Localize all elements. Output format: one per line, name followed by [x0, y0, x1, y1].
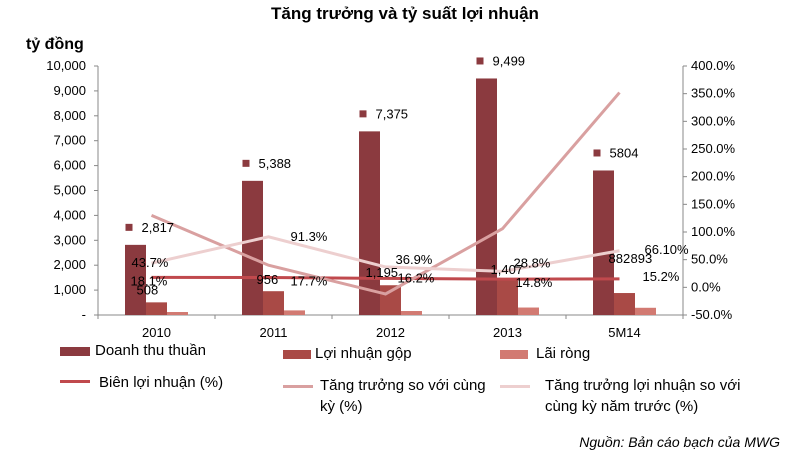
right-tick-label: 250.0% [691, 141, 736, 156]
revenue-marker [242, 159, 250, 167]
profit-growth-data-label: 66.10% [645, 242, 690, 257]
right-tick-label: 200.0% [691, 169, 736, 184]
bar-revenue [359, 131, 380, 315]
revenue-data-label: 5,388 [259, 156, 292, 171]
revenue-marker [359, 110, 367, 118]
right-tick-label: 50.0% [691, 252, 728, 267]
bar-net-profit [635, 307, 656, 315]
right-tick-label: -50.0% [691, 307, 733, 322]
bar-net-profit [401, 311, 422, 315]
profit-growth-data-label: 91.3% [291, 229, 328, 244]
legend-line-growth [283, 385, 313, 388]
legend-line-profit-growth [500, 385, 530, 388]
source-note: Nguồn: Bản cáo bạch của MWG [579, 434, 780, 450]
left-tick-label: 8,000 [53, 108, 86, 123]
legend-label-gross-profit: Lợi nhuận gộp [315, 345, 412, 362]
left-tick-label: 9,000 [53, 83, 86, 98]
bar-revenue [242, 180, 263, 315]
gross-profit-data-label: 1,407 [491, 262, 524, 277]
bar-net-profit [518, 307, 539, 315]
bar-net-profit [284, 310, 305, 315]
gross-profit-extra-label: 893 [631, 251, 653, 266]
line-margin [151, 275, 620, 281]
gross-profit-data-label: 882 [609, 251, 631, 266]
left-tick-label: 2,000 [53, 257, 86, 272]
bar-gross-profit [497, 279, 518, 315]
x-tick-label: 5M14 [608, 325, 641, 340]
left-tick-label: 5,000 [53, 183, 86, 198]
left-tick-label: 4,000 [53, 207, 86, 222]
legend-label-revenue: Doanh thu thuần [95, 342, 206, 359]
margin-data-label: 18.1% [131, 273, 168, 288]
left-tick-label: 3,000 [53, 232, 86, 247]
legend-label-margin: Biên lợi nhuận (%) [99, 374, 224, 391]
gross-profit-data-label: 956 [257, 272, 279, 287]
bar-revenue [125, 244, 146, 315]
right-tick-label: 100.0% [691, 224, 736, 239]
y-axis-unit-label: tỷ đồng [26, 36, 84, 53]
line-growth [150, 91, 621, 296]
legend-swatch-net-profit [500, 350, 528, 359]
line-profit-growth [151, 235, 620, 273]
left-tick-label: 7,000 [53, 133, 86, 148]
legend-line-margin [60, 380, 90, 383]
profit-growth-data-label: 43.7% [132, 255, 169, 270]
legend-label-growth: Tăng trưởng so với cùng kỳ (%) [320, 377, 486, 415]
bar-gross-profit [263, 291, 284, 315]
revenue-data-label: 5804 [610, 145, 639, 160]
legend-swatch-gross-profit [283, 350, 311, 359]
gross-profit-data-label: 508 [137, 282, 159, 297]
right-tick-label: 350.0% [691, 86, 736, 101]
margin-data-label: 14.8% [516, 275, 553, 290]
left-tick-label: 6,000 [53, 158, 86, 173]
left-tick-label: 1,000 [53, 282, 86, 297]
margin-data-label: 15.2% [643, 269, 680, 284]
bar-gross-profit [614, 293, 635, 315]
x-tick-label: 2011 [260, 325, 288, 340]
revenue-marker [476, 57, 484, 65]
x-tick-label: 2010 [142, 325, 171, 340]
gross-profit-data-label: 1,195 [366, 265, 399, 280]
revenue-data-label: 2,817 [142, 220, 175, 235]
margin-data-label: 17.7% [291, 274, 328, 289]
margin-data-label: 16.2% [398, 270, 435, 285]
bar-gross-profit [146, 302, 167, 315]
revenue-data-label: 7,375 [376, 106, 409, 121]
left-tick-label: 10,000 [46, 58, 86, 73]
bar-net-profit [167, 312, 188, 315]
right-tick-label: 300.0% [691, 113, 736, 128]
x-tick-label: 2013 [493, 325, 522, 340]
revenue-data-label: 9,499 [493, 53, 526, 68]
left-tick-label: - [82, 307, 86, 322]
x-tick-label: 2012 [376, 325, 405, 340]
revenue-marker [593, 149, 601, 157]
revenue-marker [125, 223, 133, 231]
profit-growth-data-label: 36.9% [396, 252, 433, 267]
legend-label-net-profit: Lãi ròng [536, 345, 591, 362]
right-tick-label: 150.0% [691, 196, 736, 211]
legend-swatch-revenue [60, 347, 90, 356]
right-tick-label: 400.0% [691, 58, 736, 73]
profit-growth-data-label: 28.8% [514, 255, 551, 270]
legend-label-profit-growth: Tăng trưởng lợi nhuận so với cùng kỳ năm… [545, 377, 741, 415]
chart-title: Tăng trưởng và tỷ suất lợi nhuận [271, 4, 539, 23]
right-tick-label: 0.0% [691, 279, 721, 294]
bar-revenue [476, 78, 497, 315]
